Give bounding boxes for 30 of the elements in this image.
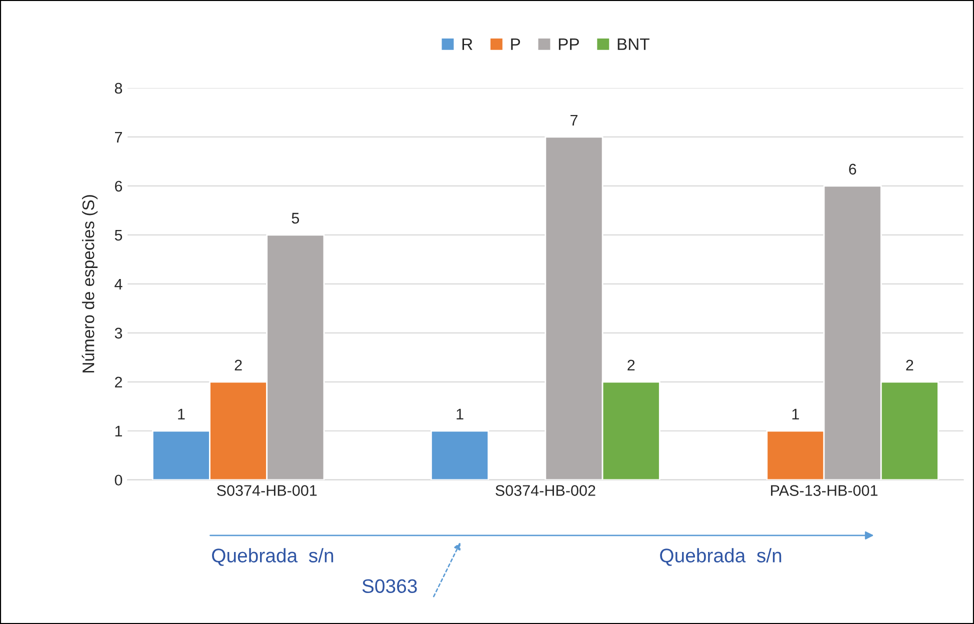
text: S0363: [362, 579, 417, 594]
text: Quebrada s/n: [660, 548, 782, 566]
data-label: 1: [792, 408, 799, 420]
y-tick-label: 2: [115, 376, 122, 388]
x-tick-label: S0374-HB-001: [217, 485, 317, 496]
data-label: 2: [234, 360, 242, 370]
data-label: 6: [849, 164, 856, 175]
y-tick-label: 0: [114, 474, 122, 486]
legend-label: PP: [558, 38, 579, 50]
y-tick-label: 3: [114, 328, 122, 339]
y-tick-label: 7: [115, 132, 122, 143]
y-tick-label: 4: [114, 278, 122, 290]
y-tick-label: 8: [114, 82, 122, 94]
text: Quebrada s/n: [212, 548, 334, 566]
y-tick-label: 5: [114, 230, 122, 241]
x-tick-label: PAS-13-HB-001: [771, 485, 878, 496]
bar: [430, 430, 490, 480]
data-label: 1: [178, 408, 185, 420]
data-label: 5: [292, 212, 300, 224]
data-label: 1: [456, 408, 464, 420]
data-label: 2: [906, 360, 914, 370]
legend-label: BNT: [618, 38, 650, 50]
y-tick-label: 6: [115, 180, 122, 192]
y-tick-label: 1: [115, 426, 122, 436]
x-tick-label: S0374-HB-002: [496, 485, 596, 496]
data-label: 2: [628, 360, 635, 370]
y-axis-title: Número de especies (S): [82, 195, 98, 372]
data-label: 7: [570, 114, 578, 126]
legend-label: R: [462, 38, 472, 50]
legend-label: P: [511, 38, 520, 50]
